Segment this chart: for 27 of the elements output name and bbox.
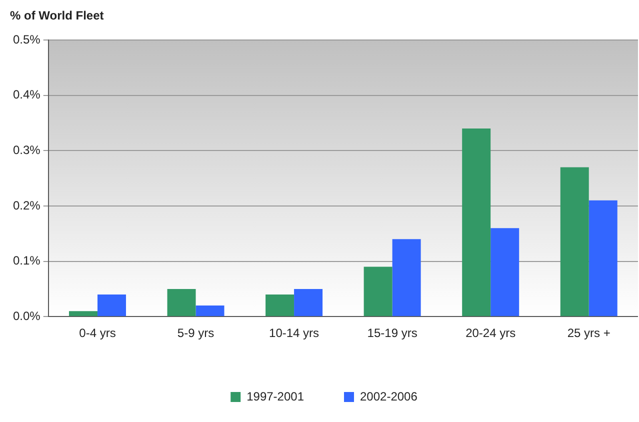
x-tick-label: 5-9 yrs [177,326,214,340]
bar [392,239,421,316]
x-tick-label: 0-4 yrs [79,326,116,340]
bar [490,228,520,316]
bar [97,294,126,316]
y-tick-label: 0.3% [12,142,41,157]
y-axis-title: % of World Fleet [10,8,104,22]
x-tick-label: 10-14 yrs [269,326,320,340]
bar [196,306,224,316]
bar [462,128,491,316]
bar [560,167,589,316]
y-tick-label: 0.4% [12,88,41,102]
bar [266,294,294,316]
bar [588,200,618,316]
y-tick-label: 0.1% [12,254,41,268]
bar [364,266,392,316]
x-tick-label: 15-19 yrs [367,326,418,340]
x-tick-label: 20-24 yrs [466,326,516,340]
y-tick-label: 0.0% [12,308,41,323]
y-tick-label: 0.5% [12,32,41,46]
bar [68,311,98,316]
bar [167,288,196,316]
legend-label: 1997-2001 [246,389,304,404]
y-tick-label: 0.2% [12,198,41,212]
bar [294,288,323,316]
legend-label: 2002-2006 [360,389,418,404]
x-tick-label: 25 yrs + [567,326,610,340]
